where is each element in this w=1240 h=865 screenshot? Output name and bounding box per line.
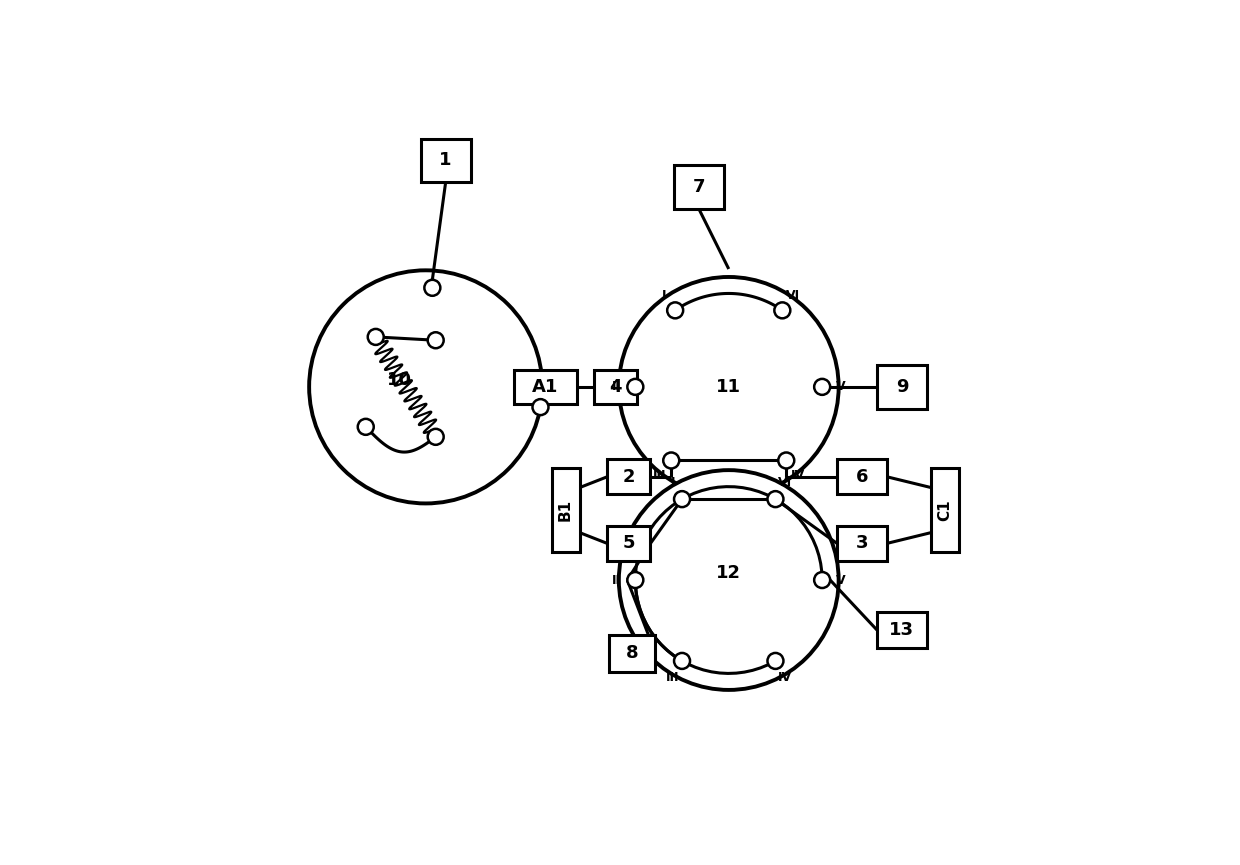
Text: 4: 4 bbox=[609, 378, 621, 396]
Text: 1: 1 bbox=[439, 151, 451, 170]
Circle shape bbox=[779, 452, 795, 469]
Bar bbox=[608, 459, 651, 494]
Bar bbox=[837, 459, 887, 494]
Circle shape bbox=[815, 379, 830, 394]
Bar bbox=[931, 469, 960, 552]
Bar bbox=[877, 365, 926, 408]
Bar bbox=[552, 469, 579, 552]
Text: 6: 6 bbox=[856, 468, 868, 486]
Bar bbox=[837, 526, 887, 561]
Circle shape bbox=[768, 491, 784, 507]
Text: 12: 12 bbox=[717, 564, 742, 582]
Text: IV: IV bbox=[777, 670, 792, 683]
Circle shape bbox=[309, 270, 542, 503]
Circle shape bbox=[619, 277, 838, 497]
Text: 13: 13 bbox=[889, 621, 914, 639]
Circle shape bbox=[532, 399, 548, 415]
Circle shape bbox=[424, 279, 440, 296]
Text: 9: 9 bbox=[895, 378, 908, 396]
Circle shape bbox=[627, 572, 644, 588]
Text: 8: 8 bbox=[626, 644, 639, 663]
Text: C1: C1 bbox=[937, 499, 952, 521]
Circle shape bbox=[627, 379, 644, 394]
Text: 2: 2 bbox=[622, 468, 635, 486]
Text: 10: 10 bbox=[387, 371, 412, 389]
Bar bbox=[513, 369, 578, 404]
Text: VI: VI bbox=[777, 477, 792, 490]
Text: V: V bbox=[836, 381, 846, 394]
Bar bbox=[609, 635, 656, 671]
Text: 11: 11 bbox=[717, 378, 742, 396]
Text: IV: IV bbox=[791, 469, 805, 482]
Text: A1: A1 bbox=[532, 378, 559, 396]
Bar bbox=[594, 369, 637, 404]
Circle shape bbox=[368, 329, 383, 345]
Text: II: II bbox=[613, 573, 621, 586]
Circle shape bbox=[428, 332, 444, 349]
Text: VI: VI bbox=[786, 289, 800, 302]
Bar bbox=[877, 612, 926, 648]
Text: 3: 3 bbox=[856, 535, 868, 553]
Circle shape bbox=[815, 572, 830, 588]
Text: B1: B1 bbox=[558, 499, 573, 521]
Text: III: III bbox=[666, 670, 680, 683]
Bar bbox=[608, 526, 651, 561]
Text: I: I bbox=[671, 477, 675, 490]
Bar bbox=[673, 165, 724, 208]
Circle shape bbox=[774, 303, 790, 318]
Bar bbox=[420, 138, 471, 182]
Circle shape bbox=[675, 491, 689, 507]
Text: 5: 5 bbox=[622, 535, 635, 553]
Circle shape bbox=[428, 429, 444, 445]
Circle shape bbox=[768, 653, 784, 669]
Circle shape bbox=[667, 303, 683, 318]
Circle shape bbox=[663, 452, 680, 469]
Circle shape bbox=[675, 653, 689, 669]
Circle shape bbox=[619, 471, 838, 690]
Text: V: V bbox=[836, 573, 846, 586]
Text: 7: 7 bbox=[692, 178, 706, 196]
Circle shape bbox=[358, 419, 373, 435]
Text: III: III bbox=[653, 469, 666, 482]
Text: II: II bbox=[613, 381, 621, 394]
Text: I: I bbox=[662, 289, 667, 302]
